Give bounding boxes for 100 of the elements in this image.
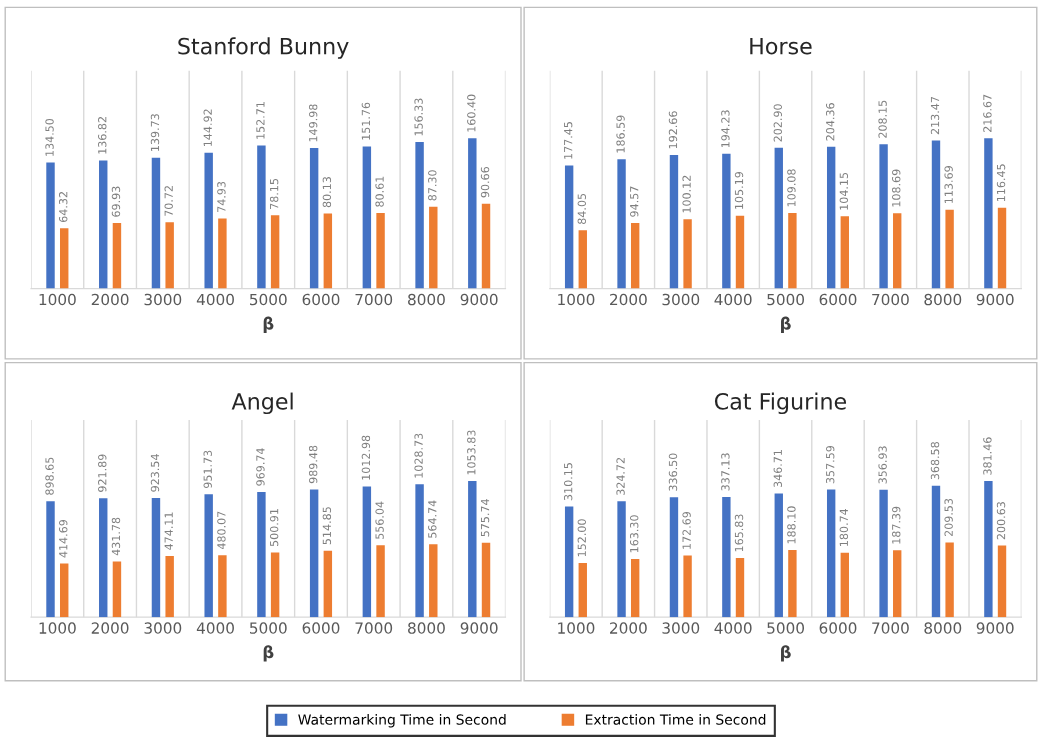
x-tick-label: 2000 [610,622,647,634]
data-label: 216.67 [983,94,992,132]
data-label: 105.19 [734,171,744,209]
bar [204,494,213,618]
x-axis-title: β [263,316,274,333]
x-tick-label: 8000 [408,293,445,306]
data-label: 116.45 [996,164,1006,202]
bar [997,207,1007,289]
bar [578,562,587,618]
x-axis-title: β [263,645,274,662]
bar [683,219,692,289]
bar [788,212,797,289]
bar [722,153,731,289]
bar [323,213,333,289]
bar [257,145,266,289]
bar [735,558,745,618]
x-tick-label: 8000 [924,622,962,634]
x-tick-label: 2000 [91,293,129,306]
data-label: 1028.73 [414,433,423,478]
x-axis-title: β [781,645,791,662]
bar [945,209,954,289]
bar [826,489,836,618]
x-tick-label: 7000 [872,622,909,634]
bar [774,493,783,618]
bar [564,165,574,289]
bar [683,555,692,618]
bar [788,550,797,618]
data-label: 172.69 [682,511,691,549]
bar [165,222,174,289]
x-tick-label: 8000 [924,293,962,306]
data-label: 152.00 [577,519,586,557]
bar [415,142,424,289]
bar [362,146,372,289]
bar [826,146,836,289]
bar [218,218,227,289]
bar [60,563,69,618]
bar [945,542,954,618]
bar [376,213,385,289]
bar [984,138,993,289]
data-label: 108.69 [892,169,901,207]
x-tick-label: 3000 [144,293,182,306]
x-tick-label: 7000 [872,293,909,306]
x-tick-label: 4000 [196,293,234,306]
bar [879,144,888,289]
x-tick-label: 4000 [714,622,752,634]
data-label: 194.23 [721,110,730,148]
data-label: 356.93 [878,446,887,484]
data-label: 213.47 [930,97,940,135]
bar [893,213,902,289]
data-label: 69.93 [111,186,121,217]
data-label: 337.13 [721,453,730,491]
x-tick-label: 3000 [144,622,182,634]
bar [931,485,941,618]
chart-title: Angel [231,392,293,415]
x-tick-label: 2000 [610,293,647,306]
data-label: 165.83 [734,514,744,552]
data-label: 109.08 [787,169,796,207]
bar [840,216,849,289]
bar [722,496,731,618]
data-label: 357.59 [826,445,835,484]
data-label: 310.15 [563,463,573,501]
data-label: 136.82 [98,117,107,154]
bar [323,550,333,618]
data-label: 139.73 [150,114,160,151]
x-tick-label: 9000 [976,293,1014,306]
data-label: 898.65 [45,457,54,495]
x-tick-label: 5000 [767,622,805,634]
x-tick-label: 6000 [819,622,857,634]
bar [481,203,491,289]
data-label: 94.57 [630,186,639,217]
data-label: 480.07 [217,511,226,550]
bar [774,147,783,289]
bar [309,489,319,618]
bar [151,497,161,618]
bar [362,486,372,618]
data-label: 87.30 [428,170,437,201]
data-label: 368.58 [930,442,940,480]
x-tick-label: 1000 [558,293,595,306]
bar [218,555,227,618]
data-label: 969.74 [256,448,265,486]
x-tick-label: 6000 [302,622,340,634]
data-label: 78.15 [269,178,279,209]
x-tick-label: 3000 [662,293,700,306]
bar [578,230,587,289]
data-label: 134.50 [45,118,54,156]
data-label: 149.98 [308,104,318,142]
bar [669,154,679,289]
bar [376,545,385,618]
bar [879,489,888,618]
data-label: 151.76 [361,102,371,140]
bar [630,558,640,618]
x-tick-label: 6000 [302,293,340,306]
data-label: 64.32 [59,192,68,222]
bar [997,545,1007,618]
data-label: 80.61 [375,176,384,207]
x-tick-label: 3000 [662,622,700,634]
data-label: 556.04 [375,501,384,539]
data-label: 514.85 [322,507,332,545]
data-label: 180.74 [839,508,849,546]
x-tick-label: 1000 [39,293,76,306]
